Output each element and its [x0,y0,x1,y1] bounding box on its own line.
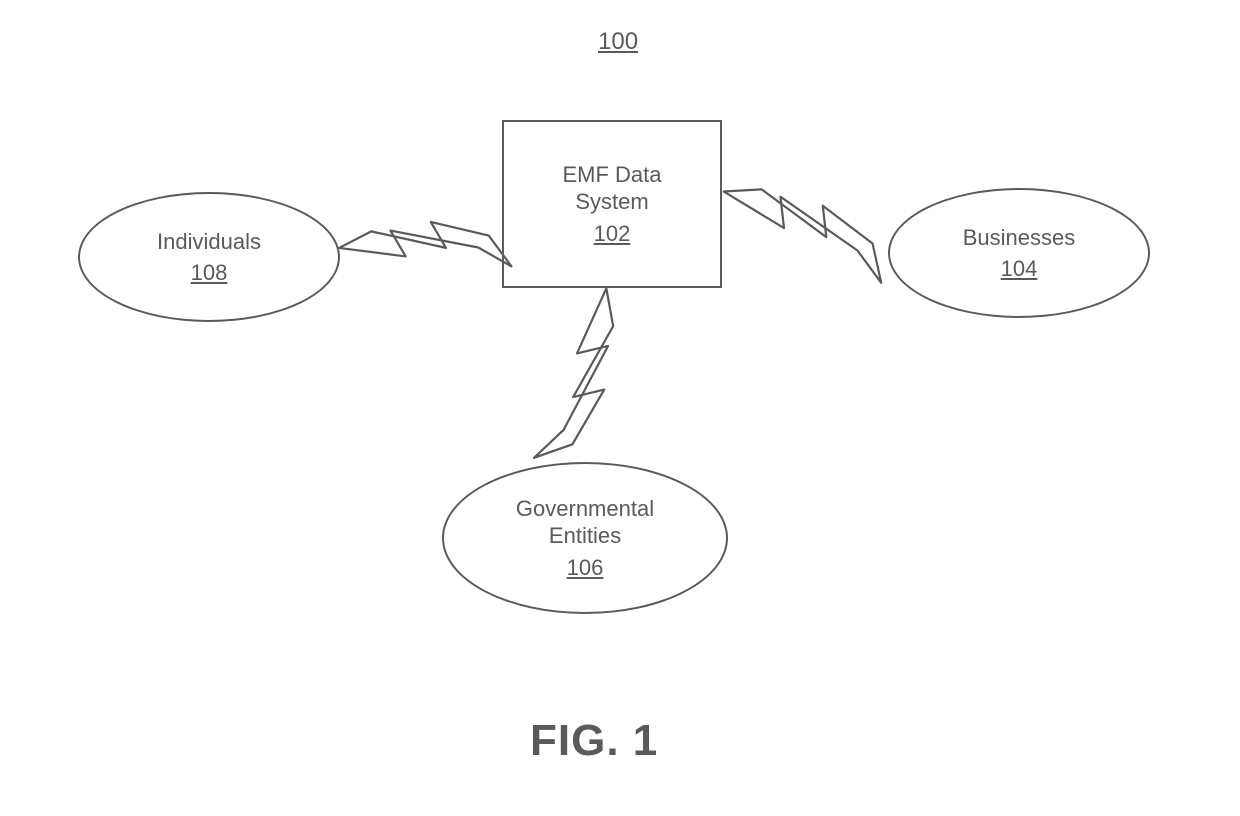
node-governmental-entities: GovernmentalEntities 106 [442,462,728,614]
node-number: 108 [191,259,228,287]
node-label: GovernmentalEntities [516,495,654,550]
node-number: 106 [567,554,604,582]
diagram-canvas: 100 EMF DataSystem 102 Individuals 108 B… [0,0,1240,816]
bolt-left-icon [337,204,511,300]
figure-number: 100 [598,28,638,56]
node-label: Individuals [157,228,261,256]
node-individuals: Individuals 108 [78,192,340,322]
node-number: 104 [1001,255,1038,283]
node-number: 102 [594,220,631,248]
bolt-down-icon [534,283,616,463]
node-emf-data-system: EMF DataSystem 102 [502,120,722,288]
bolt-right-icon [712,182,895,283]
node-businesses: Businesses 104 [888,188,1150,318]
node-label: EMF DataSystem [562,161,661,216]
node-label: Businesses [963,224,1076,252]
figure-caption: FIG. 1 [530,716,658,766]
